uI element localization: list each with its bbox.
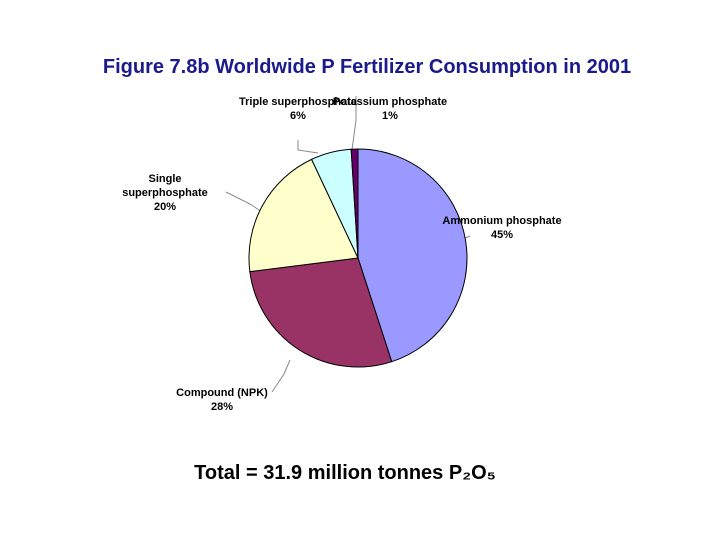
- value-label: 28%: [210, 401, 234, 413]
- chart-title: Figure 7.8b Worldwide P Fertilizer Consu…: [102, 56, 632, 78]
- pie-slice: [357, 148, 468, 363]
- pie-slice: [350, 148, 359, 259]
- footnote: Total = 31.9 million tonnes P₂O₅: [194, 462, 496, 484]
- category-label: Single superphosphate: [122, 173, 208, 199]
- value-label: 45%: [490, 229, 514, 241]
- pie-slice: [249, 257, 393, 368]
- value-label: 1%: [382, 110, 398, 122]
- pie-slice: [248, 158, 359, 273]
- value-label: 6%: [290, 110, 306, 122]
- slice-label: Ammonium phosphate 45%: [442, 214, 562, 242]
- slice-label: Compound (NPK) 28%: [162, 386, 282, 414]
- slice-label: Triple superphosphate 6%: [238, 95, 358, 123]
- slice-label: Single superphosphate 20%: [105, 172, 225, 214]
- value-label: 20%: [153, 201, 177, 213]
- leader-lines: [225, 96, 471, 393]
- category-label: Ammonium phosphate: [442, 215, 562, 227]
- slice-label: Potassium phosphate 1%: [330, 95, 450, 123]
- category-label: Potassium phosphate: [332, 96, 448, 108]
- category-label: Triple superphosphate: [239, 96, 357, 108]
- category-label: Compound (NPK): [176, 387, 268, 399]
